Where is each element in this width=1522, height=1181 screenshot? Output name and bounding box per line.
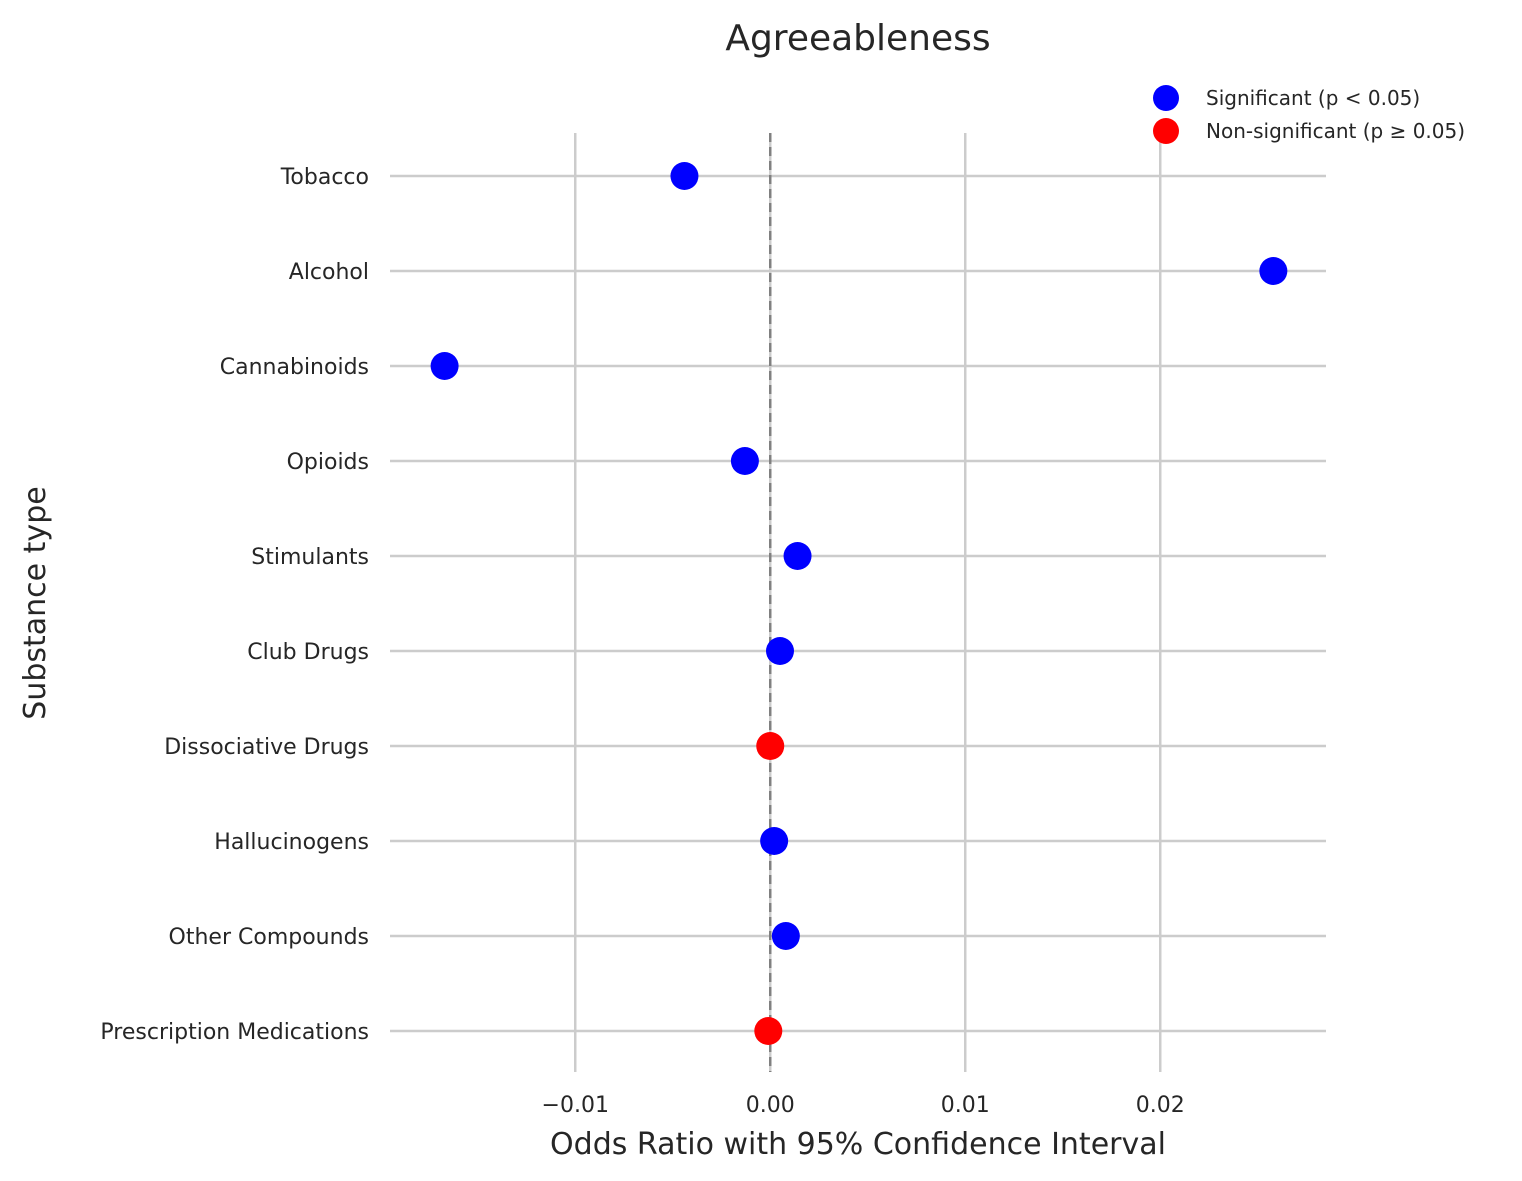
x-tick-label: 0.00 <box>746 1093 795 1118</box>
y-tick-label-cannabinoids: Cannabinoids <box>220 355 369 380</box>
point-opioids <box>730 447 759 475</box>
y-tick-label-prescription-medications: Prescription Medications <box>100 1020 369 1045</box>
y-tick-label-other-compounds: Other Compounds <box>169 925 369 950</box>
legend-label-non-significant: Non-significant (p ≥ 0.05) <box>1206 119 1465 143</box>
y-tick-label-hallucinogens: Hallucinogens <box>214 830 369 855</box>
legend-marker-non-significant <box>1153 118 1179 144</box>
point-stimulants <box>783 542 812 570</box>
y-tick-label-club-drugs: Club Drugs <box>247 640 369 665</box>
chart-title: Agreeableness <box>725 18 990 59</box>
legend-label-significant: Significant (p < 0.05) <box>1206 86 1420 110</box>
point-hallucinogens <box>760 827 789 855</box>
point-tobacco <box>670 162 699 190</box>
x-tick-label: −0.01 <box>542 1093 609 1118</box>
y-tick-label-tobacco: Tobacco <box>280 165 369 190</box>
x-axis-label: Odds Ratio with 95% Confidence Interval <box>550 1127 1166 1162</box>
point-cannabinoids <box>430 352 459 380</box>
point-alcohol <box>1259 257 1288 285</box>
grid-lines <box>390 133 1326 1072</box>
y-tick-label-alcohol: Alcohol <box>289 260 369 285</box>
point-other-compounds <box>771 922 800 950</box>
y-tick-label-opioids: Opioids <box>287 450 369 475</box>
x-tick-labels: −0.01 0.00 0.01 0.02 <box>542 1093 1185 1118</box>
point-club-drugs <box>766 637 794 665</box>
x-tick-label: 0.02 <box>1136 1093 1185 1118</box>
legend: Significant (p < 0.05) Non-significant (p… <box>1153 85 1465 144</box>
point-dissociative-drugs <box>756 732 785 760</box>
y-tick-labels: Tobacco Alcohol Cannabinoids Opioids Stimula… <box>100 165 369 1045</box>
point-prescription-medications <box>754 1017 783 1045</box>
x-tick-label: 0.01 <box>941 1093 990 1118</box>
legend-marker-significant <box>1153 85 1179 111</box>
y-tick-label-stimulants: Stimulants <box>251 545 369 570</box>
y-tick-label-dissociative-drugs: Dissociative Drugs <box>164 735 369 760</box>
data-points <box>430 162 1288 1045</box>
y-axis-label: Substance type <box>18 486 53 719</box>
